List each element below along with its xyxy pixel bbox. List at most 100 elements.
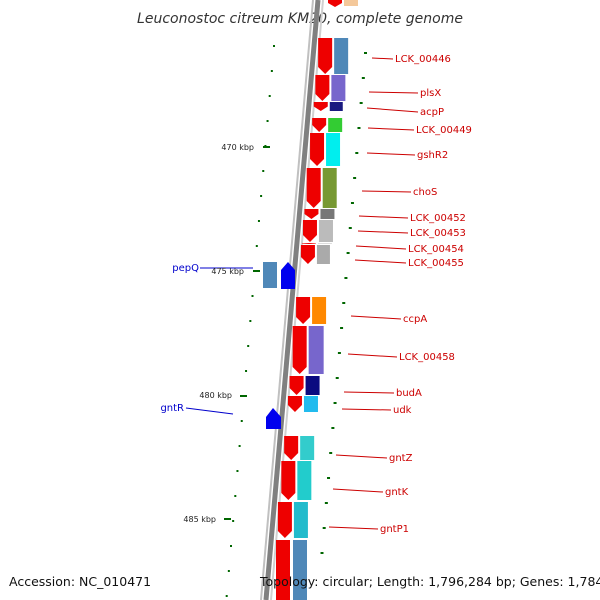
- forward-gene-arrow: [310, 133, 325, 166]
- tick-mark: [322, 527, 326, 529]
- gene-color-box: [297, 461, 312, 500]
- leader-line: [354, 259, 407, 264]
- gene-label[interactable]: LCK_00458: [399, 352, 455, 363]
- gene-label[interactable]: choS: [413, 187, 437, 198]
- forward-gene-arrow: [302, 220, 317, 242]
- tick-mark: [257, 220, 260, 222]
- gene-color-box: [318, 220, 333, 242]
- tick-mark: [327, 477, 331, 479]
- reverse-gene-arrow: [281, 262, 295, 289]
- gene-color-box: [303, 396, 318, 412]
- gene-label[interactable]: udk: [393, 405, 412, 416]
- reverse-strand-genes: [263, 262, 295, 429]
- forward-gene-arrow: [300, 245, 315, 264]
- forward-gene-arrow: [306, 168, 321, 208]
- tick-mark: [227, 570, 230, 572]
- tick-mark: [225, 595, 228, 597]
- gene-label[interactable]: LCK_00452: [410, 213, 466, 224]
- gene-color-box: [331, 75, 346, 101]
- gene-label[interactable]: pepQ: [172, 263, 199, 274]
- gene-label[interactable]: gntR: [160, 403, 184, 414]
- gene-color-box: [308, 326, 324, 374]
- gene-label[interactable]: acpP: [420, 107, 444, 118]
- gene-label[interactable]: gntZ: [389, 453, 413, 464]
- forward-gene-arrow: [315, 75, 330, 101]
- tick-mark: [260, 195, 263, 197]
- gene-color-box: [305, 376, 320, 395]
- tick-mark: [335, 377, 339, 379]
- tick-mark: [320, 552, 324, 554]
- tick-mark: [266, 120, 269, 122]
- tick-mark: [333, 402, 337, 404]
- genome-stats-text: Topology: circular; Length: 1,796,284 bp…: [260, 574, 600, 589]
- gene-label[interactable]: plsX: [420, 88, 441, 99]
- forward-gene-arrow: [318, 38, 333, 74]
- tick-mark: [253, 270, 260, 272]
- tick-mark: [230, 545, 232, 547]
- tick-mark: [263, 146, 270, 148]
- gene-color-box: [326, 133, 341, 166]
- forward-gene-arrow: [276, 540, 290, 600]
- gene-label[interactable]: gntP1: [380, 524, 409, 535]
- gene-labels: LCK_00446 plsX acpP LCK_00449 gshR2 choS LCK_0…: [160, 54, 472, 535]
- gene-color-box: [316, 245, 330, 264]
- leader-line: [361, 190, 412, 193]
- tick-marks: [224, 45, 367, 597]
- forward-gene-arrow: [312, 118, 327, 132]
- gene-color-box: [328, 118, 343, 132]
- kbp-scale-labels: 470 kbp 475 kbp 480 kbp 485 kbp: [183, 143, 254, 524]
- gene-color-box: [344, 0, 358, 6]
- tick-mark: [348, 227, 352, 229]
- kbp-label: 480 kbp: [199, 391, 232, 400]
- gene-label[interactable]: LCK_00446: [395, 54, 451, 65]
- tick-mark: [353, 177, 357, 179]
- tick-mark: [236, 470, 239, 472]
- tick-mark: [245, 370, 248, 372]
- tick-mark: [247, 345, 250, 347]
- gene-label[interactable]: LCK_00449: [416, 125, 472, 136]
- forward-gene-arrow: [277, 502, 292, 538]
- gene-label[interactable]: ccpA: [403, 314, 427, 325]
- tick-mark: [342, 302, 346, 304]
- tick-mark: [249, 320, 252, 322]
- tick-mark: [364, 52, 367, 54]
- tick-mark: [329, 452, 333, 454]
- tick-mark: [224, 518, 231, 520]
- forward-gene-arrow: [292, 326, 307, 374]
- forward-gene-arrow: [281, 461, 296, 500]
- leader-line: [366, 152, 416, 156]
- tick-mark: [340, 327, 344, 329]
- gene-label[interactable]: LCK_00454: [408, 244, 464, 255]
- forward-gene-arrow: [289, 376, 304, 395]
- gene-label[interactable]: gntK: [385, 487, 409, 498]
- leader-line: [350, 315, 402, 320]
- tick-mark: [361, 77, 365, 79]
- tick-mark: [331, 427, 335, 429]
- gene-color-box: [300, 436, 315, 460]
- forward-gene-arrow: [284, 436, 299, 460]
- gene-color-box: [322, 168, 337, 208]
- forward-gene-arrow: [296, 297, 311, 324]
- gene-color-box: [320, 209, 335, 219]
- tick-mark: [270, 70, 273, 72]
- leader-line: [371, 57, 394, 60]
- leader-line: [341, 408, 392, 411]
- tick-mark: [355, 152, 359, 154]
- gene-color-box: [293, 540, 307, 600]
- accession-text: Accession: NC_010471: [9, 574, 152, 589]
- tick-mark: [232, 520, 235, 522]
- tick-mark: [234, 495, 237, 497]
- kbp-label: 475 kbp: [211, 267, 244, 276]
- tick-mark: [268, 95, 271, 97]
- forward-strand-genes: [276, 0, 358, 600]
- tick-mark: [350, 202, 354, 204]
- kbp-label: 470 kbp: [221, 143, 254, 152]
- gene-color-box: [312, 297, 327, 324]
- gene-label[interactable]: budA: [396, 388, 422, 399]
- leader-line: [343, 391, 395, 394]
- tick-mark: [359, 102, 363, 104]
- forward-gene-arrow: [287, 396, 302, 412]
- gene-label[interactable]: gshR2: [417, 150, 448, 161]
- gene-label[interactable]: LCK_00453: [410, 228, 466, 239]
- gene-label[interactable]: LCK_00455: [408, 258, 464, 269]
